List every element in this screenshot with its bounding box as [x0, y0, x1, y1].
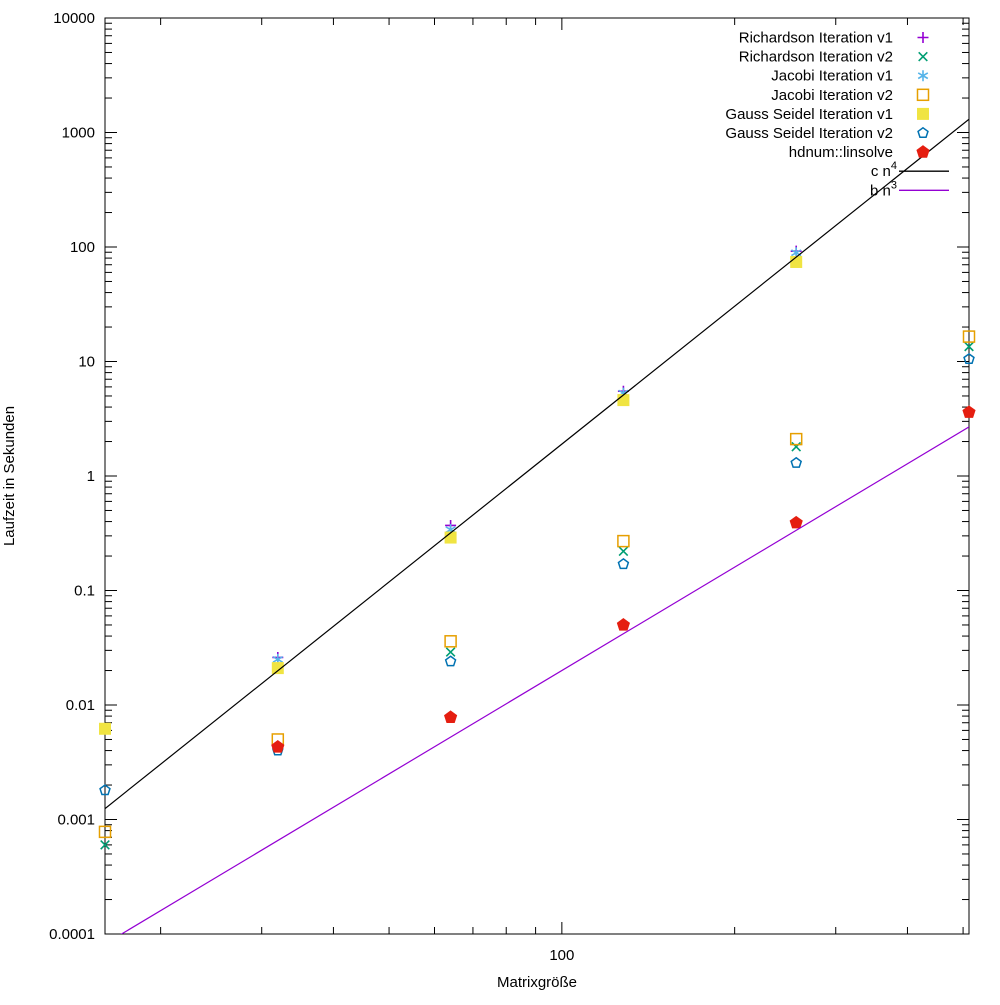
- series-points: [100, 341, 974, 850]
- legend-label-superscript: 4: [891, 160, 897, 172]
- legend-label-superscript: 3: [891, 179, 897, 191]
- square-filled-marker-icon: [271, 662, 284, 675]
- legend-item: Jacobi Iteration v2: [771, 87, 930, 104]
- plus-marker-icon: [917, 32, 929, 43]
- legend-label-main: b n: [870, 182, 891, 199]
- fit-line: [105, 118, 969, 810]
- legend-item: c n4: [871, 160, 949, 180]
- square-open-marker-icon: [98, 825, 112, 839]
- square-open-marker-icon: [962, 330, 976, 343]
- y-tick-label: 10: [78, 354, 95, 371]
- y-tick-label: 0.0001: [49, 926, 95, 943]
- pentagon-open-marker-icon: [963, 352, 975, 365]
- pentagon-open-marker-icon: [917, 126, 929, 138]
- cross-marker-icon: [964, 341, 974, 352]
- square-open-marker-icon: [444, 635, 457, 648]
- pentagon-filled-marker-icon: [444, 710, 458, 723]
- cross-marker-icon: [618, 546, 629, 557]
- x-tick-label: 100: [549, 947, 574, 964]
- legend-label: Jacobi Iteration v1: [771, 68, 893, 85]
- series-points: [99, 255, 803, 735]
- pentagon-filled-marker-icon: [271, 740, 285, 753]
- series-points: [272, 245, 802, 663]
- pentagon-open-marker-icon: [444, 655, 457, 667]
- legend-item: hdnum::linsolve: [789, 144, 930, 161]
- legend-label: b n3: [870, 179, 897, 199]
- legend-label: Gauss Seidel Iteration v1: [725, 106, 893, 123]
- pentagon-filled-marker-icon: [916, 145, 930, 158]
- square-open-marker-icon: [617, 534, 630, 548]
- fit-line: [120, 426, 969, 934]
- y-tick-label: 0.01: [66, 697, 95, 714]
- legend-item: Richardson Iteration v1: [739, 30, 929, 47]
- legend-item: b n3: [870, 179, 949, 199]
- cross-marker-icon: [100, 840, 110, 850]
- cross-marker-icon: [445, 647, 456, 657]
- asterisk-marker-icon: [917, 70, 929, 82]
- x-axis-label: Matrixgröße: [497, 974, 577, 991]
- cross-marker-icon: [791, 441, 802, 452]
- legend-label-main: c n: [871, 163, 891, 180]
- pentagon-open-marker-icon: [617, 557, 630, 570]
- y-tick-label: 0.1: [74, 583, 95, 600]
- legend-label: Richardson Iteration v2: [739, 49, 893, 66]
- series-points: [271, 405, 976, 753]
- pentagon-filled-marker-icon: [962, 405, 976, 418]
- y-axis-label: Laufzeit in Sekunden: [1, 406, 18, 546]
- legend-item: Richardson Iteration v2: [739, 49, 928, 66]
- pentagon-filled-marker-icon: [616, 618, 630, 631]
- legend-label: Richardson Iteration v1: [739, 30, 893, 47]
- square-filled-marker-icon: [617, 394, 630, 407]
- legend-item: Gauss Seidel Iteration v1: [725, 106, 929, 123]
- legend-label: c n4: [871, 160, 897, 180]
- series-points: [98, 330, 976, 839]
- legend-label: Jacobi Iteration v2: [771, 87, 893, 104]
- y-tick-label: 1: [87, 468, 95, 485]
- y-tick-label: 10000: [53, 10, 95, 27]
- cross-marker-icon: [918, 51, 928, 62]
- pentagon-open-marker-icon: [99, 784, 111, 796]
- legend-item: Gauss Seidel Iteration v2: [725, 125, 929, 142]
- square-open-marker-icon: [916, 88, 930, 102]
- legend-label: Gauss Seidel Iteration v2: [725, 125, 893, 142]
- pentagon-open-marker-icon: [790, 456, 803, 468]
- legend-item: Jacobi Iteration v1: [771, 68, 929, 85]
- y-tick-label: 0.001: [57, 812, 95, 829]
- series-points: [272, 247, 802, 665]
- y-tick-label: 100: [70, 239, 95, 256]
- pentagon-filled-marker-icon: [789, 515, 803, 529]
- square-open-marker-icon: [789, 432, 803, 446]
- square-filled-marker-icon: [917, 107, 929, 120]
- y-tick-label: 1000: [62, 125, 95, 142]
- square-filled-marker-icon: [99, 722, 111, 735]
- series-points: [99, 352, 975, 796]
- legend-label: hdnum::linsolve: [789, 144, 893, 161]
